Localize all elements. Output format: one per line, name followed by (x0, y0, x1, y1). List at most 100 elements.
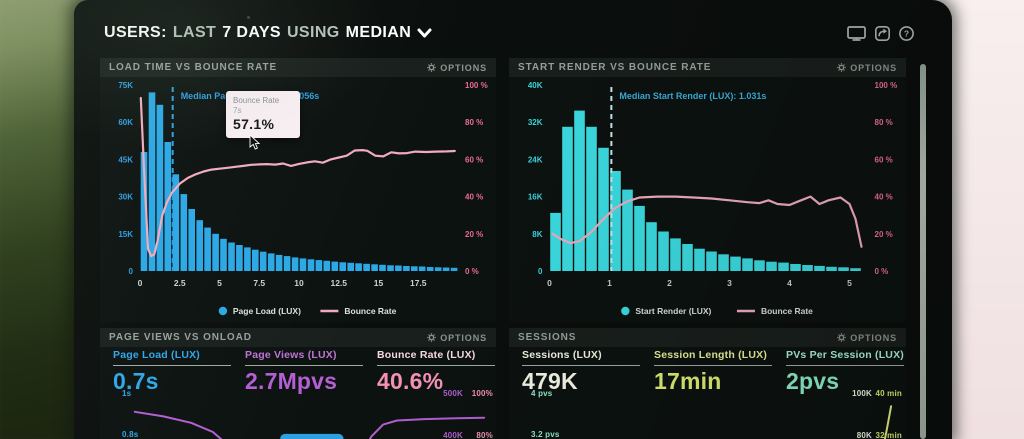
svg-text:20 %: 20 % (875, 230, 893, 239)
svg-text:24K: 24K (528, 155, 543, 164)
metric-value: 17min (654, 368, 722, 394)
svg-text:100 %: 100 % (875, 81, 898, 90)
panel-load-time-header: LOAD TIME VS BOUNCE RATE OPTIONS (100, 58, 496, 77)
svg-text:10: 10 (294, 278, 304, 288)
metric-label: PVs Per Session (LUX) (786, 349, 904, 361)
svg-text:Median Start Render (LUX): 1.0: Median Start Render (LUX): 1.031s (619, 91, 766, 101)
page-views-mini-chart[interactable]: 1s 0.8s 500K 100% 400K 80% (100, 386, 496, 439)
svg-text:40K: 40K (528, 81, 543, 90)
gear-icon (837, 333, 846, 342)
svg-text:5: 5 (217, 278, 222, 288)
metric-page-load[interactable]: Page Load (LUX) 0.7s (113, 350, 239, 393)
options-button[interactable]: OPTIONS (837, 333, 897, 343)
users-filter-dropdown[interactable]: USERS: LAST 7 DAYS USING MEDIAN (104, 24, 432, 42)
sessions-mini-chart[interactable]: 4 pvs 3.2 pvs 100K 40 min 80K 32 min (509, 386, 905, 439)
panel-sessions-header: SESSIONS OPTIONS (509, 328, 906, 347)
metric-underline (377, 365, 495, 366)
mini-axis-label: 80K (856, 431, 872, 439)
metric-session-length[interactable]: Session Length (LUX) 17min (654, 350, 780, 393)
scrollbar[interactable] (920, 64, 926, 439)
options-button[interactable]: OPTIONS (837, 63, 897, 73)
options-button[interactable]: OPTIONS (427, 333, 487, 343)
header-last-label: LAST (172, 24, 217, 41)
start-render-chart[interactable]: 40K 32K 24K 16K 8K 0 100 % 80 % 60 % 40 % 20 % 0 % 0… (509, 77, 906, 323)
share-icon[interactable] (875, 25, 890, 41)
svg-text:17.5: 17.5 (410, 278, 427, 288)
metric-underline (113, 365, 231, 366)
mini-axis-label: 4 pvs (531, 389, 553, 398)
metric-value: 2.7Mpvs (245, 368, 338, 394)
svg-text:0: 0 (129, 267, 134, 276)
svg-text:75K: 75K (118, 81, 133, 90)
metric-pvs-per-session[interactable]: PVs Per Session (LUX) 2pvs (786, 350, 912, 393)
svg-text:80 %: 80 % (875, 118, 893, 127)
panel-sessions: SESSIONS OPTIONS S (509, 328, 906, 439)
svg-text:80 %: 80 % (465, 118, 483, 127)
mini-axis-label: 40 min (875, 389, 902, 398)
gear-icon (837, 63, 846, 72)
metric-value: 0.7s (113, 368, 159, 394)
header-toolbar: ? (847, 25, 914, 41)
tooltip-series: Bounce Rate (233, 96, 280, 105)
options-label: OPTIONS (850, 62, 897, 73)
options-label: OPTIONS (440, 332, 487, 343)
panel-page-views-header: PAGE VIEWS VS ONLOAD OPTIONS (100, 328, 496, 347)
gear-icon (427, 333, 436, 342)
mini-axis-label: 32 min (875, 431, 902, 439)
options-button[interactable]: OPTIONS (427, 63, 487, 73)
options-label: OPTIONS (440, 62, 487, 73)
metric-sessions[interactable]: Sessions (LUX) 479K (522, 350, 648, 393)
panel-start-render-header: START RENDER VS BOUNCE RATE OPTIONS (509, 58, 906, 77)
webcam-dot (247, 16, 250, 19)
panel-title: LOAD TIME VS BOUNCE RATE (109, 62, 278, 73)
mini-line-chart (100, 386, 496, 439)
options-label: OPTIONS (850, 332, 897, 343)
load-time-chart[interactable]: 75K 60K 45K 30K 15K 0 100 % 80 % 60 % 40 % 20 % 0 %… (100, 77, 496, 323)
header-median-label: MEDIAN (345, 24, 412, 41)
header-using-label: USING (286, 24, 340, 41)
help-icon[interactable]: ? (899, 25, 914, 41)
svg-text:15: 15 (374, 278, 384, 288)
page-views-metrics: Page Load (LUX) 0.7s Page Views (LUX) 2.… (100, 347, 496, 409)
svg-text:0 %: 0 % (465, 267, 479, 276)
metric-underline (245, 365, 363, 366)
panel-title: START RENDER VS BOUNCE RATE (518, 62, 712, 73)
metric-value: 2pvs (786, 368, 840, 394)
svg-text:20 %: 20 % (465, 230, 483, 239)
mini-axis-label: 100K (852, 389, 872, 398)
mini-line-chart (509, 386, 905, 439)
svg-text:40 %: 40 % (875, 193, 893, 202)
display-icon[interactable] (847, 25, 866, 41)
tooltip-value: 57.1% (233, 116, 275, 132)
svg-text:7.5: 7.5 (253, 278, 265, 288)
svg-text:40 %: 40 % (465, 193, 483, 202)
metric-label: Page Views (LUX) (245, 349, 337, 361)
metric-page-views[interactable]: Page Views (LUX) 2.7Mpvs (245, 350, 371, 393)
metric-underline (522, 365, 640, 366)
panel-start-render: START RENDER VS BOUNCE RATE OPTIONS 4 0 (509, 58, 906, 322)
svg-text:Bounce Rate: Bounce Rate (344, 306, 396, 316)
mini-axis-label: 100% (471, 389, 493, 398)
sessions-metrics: Sessions (LUX) 479K Session Length (LUX)… (509, 347, 906, 409)
svg-text:2: 2 (667, 278, 672, 288)
header-days-label: 7 DAYS (222, 24, 281, 41)
svg-text:0 %: 0 % (875, 267, 889, 276)
svg-text:32K: 32K (528, 118, 543, 127)
svg-text:Page Load (LUX): Page Load (LUX) (233, 306, 301, 316)
svg-text:12.5: 12.5 (330, 278, 347, 288)
svg-text:60 %: 60 % (875, 155, 893, 164)
panel-title: SESSIONS (518, 332, 577, 343)
svg-text:0: 0 (547, 278, 552, 288)
svg-text:2.5: 2.5 (174, 278, 186, 288)
svg-text:30K: 30K (118, 193, 133, 202)
svg-text:?: ? (904, 28, 909, 38)
metric-value: 40.6% (377, 368, 444, 394)
svg-text:4: 4 (787, 278, 792, 288)
metric-bounce-rate[interactable]: Bounce Rate (LUX) 40.6% (377, 350, 503, 393)
chevron-down-icon (417, 28, 432, 38)
mini-axis-label: 80% (476, 431, 493, 439)
metric-value: 479K (522, 368, 578, 394)
svg-text:3: 3 (727, 278, 732, 288)
laptop-screen: USERS: LAST 7 DAYS USING MEDIAN (74, 0, 952, 439)
metric-label: Sessions (LUX) (522, 349, 602, 361)
